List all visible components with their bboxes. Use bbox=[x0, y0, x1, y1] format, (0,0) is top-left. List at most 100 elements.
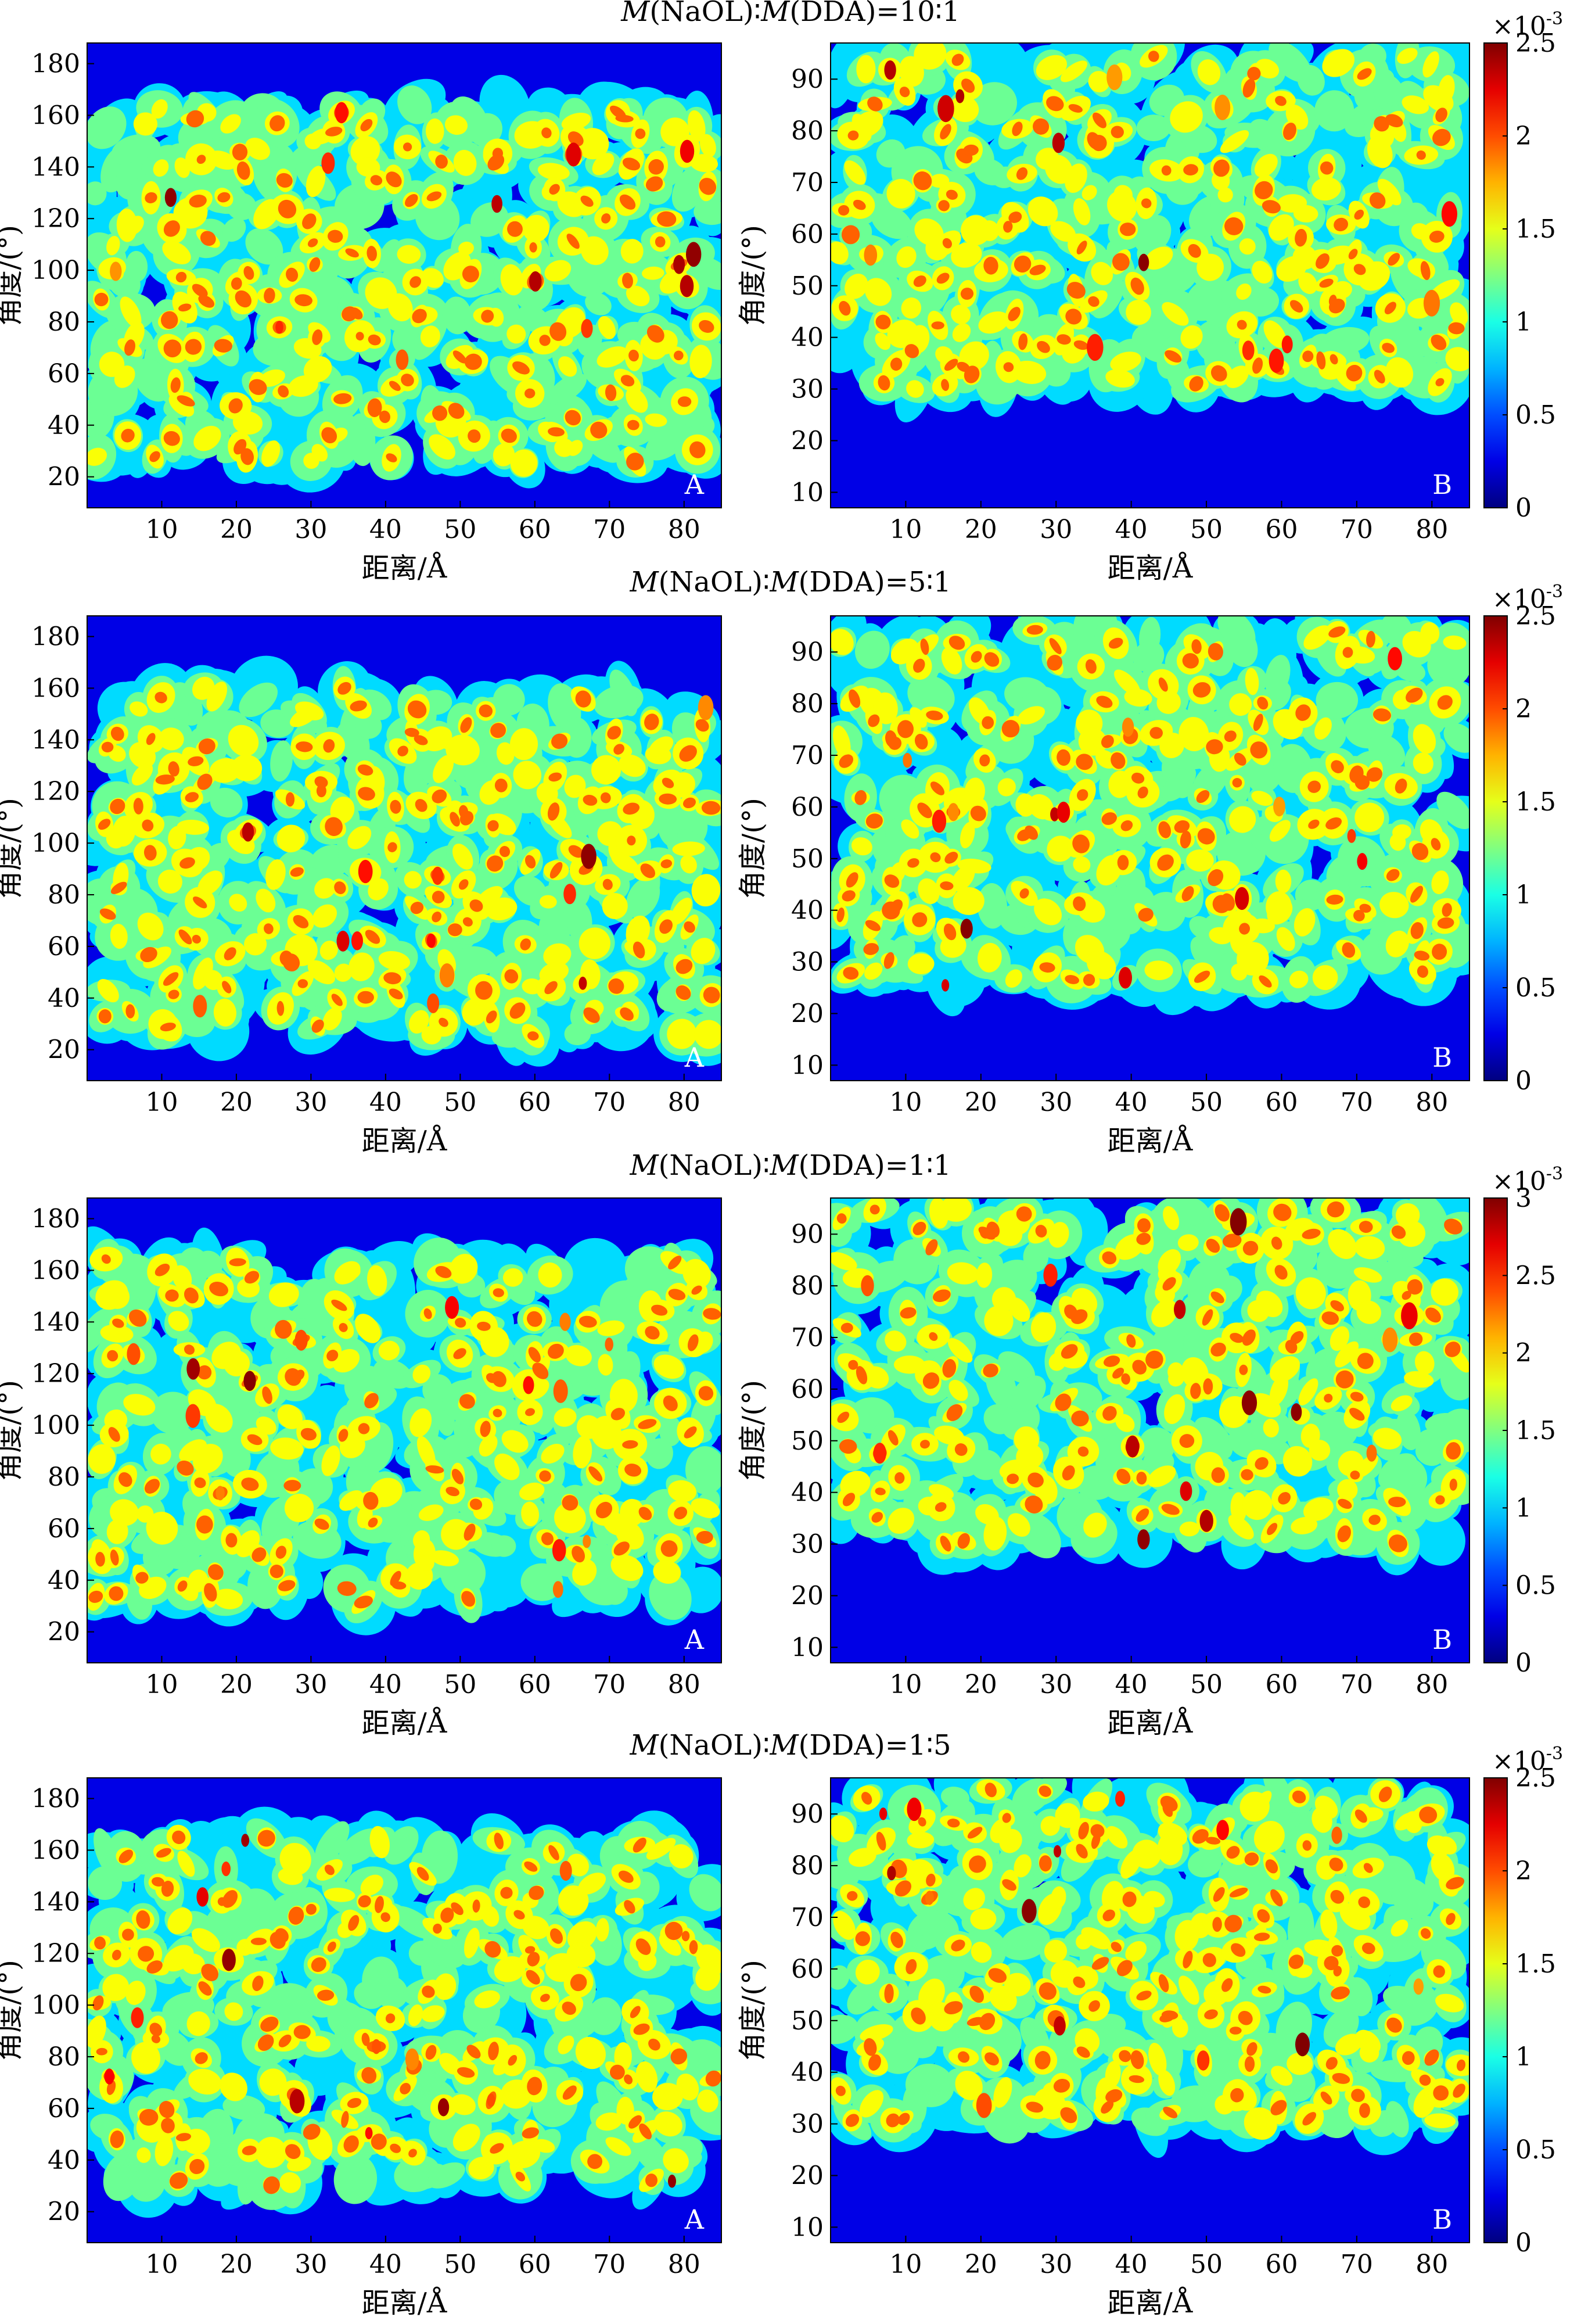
density-contour bbox=[163, 339, 182, 358]
density-contour bbox=[941, 647, 962, 675]
density-contour bbox=[591, 755, 621, 785]
y-tick-label: 50 bbox=[791, 844, 824, 874]
density-contour bbox=[904, 344, 919, 358]
density-contour bbox=[193, 896, 207, 909]
density-contour bbox=[98, 819, 111, 830]
density-peak bbox=[491, 195, 502, 213]
panel-label: B bbox=[1432, 1042, 1452, 1073]
density-contour bbox=[1316, 253, 1330, 269]
density-contour bbox=[177, 395, 195, 407]
density-contour bbox=[360, 119, 373, 131]
density-contour bbox=[1239, 923, 1251, 935]
density-contour bbox=[655, 236, 666, 248]
density-contour bbox=[244, 933, 267, 956]
density-contour bbox=[192, 934, 201, 944]
density-contour bbox=[1269, 820, 1291, 842]
density-contour bbox=[228, 398, 243, 414]
density-contour bbox=[493, 443, 515, 467]
density-contour bbox=[623, 802, 640, 815]
density-contour bbox=[1130, 277, 1144, 295]
density-contour bbox=[319, 940, 338, 960]
density-contour bbox=[432, 789, 447, 804]
density-contour bbox=[295, 1565, 324, 1599]
density-contour bbox=[694, 199, 721, 225]
density-contour bbox=[959, 341, 989, 371]
density-contour bbox=[1297, 64, 1325, 96]
density-contour bbox=[1083, 974, 1095, 986]
density-contour bbox=[680, 855, 697, 874]
density-contour bbox=[1322, 49, 1355, 77]
y-tick-label: 160 bbox=[31, 101, 80, 130]
density-contour bbox=[1410, 885, 1424, 903]
density-contour bbox=[333, 1349, 360, 1373]
density-contour bbox=[1072, 834, 1090, 853]
colorbar-gradient bbox=[1483, 615, 1508, 1081]
density-contour bbox=[635, 128, 646, 139]
density-contour bbox=[476, 886, 503, 908]
colorbar-tick-label: 0.5 bbox=[1515, 400, 1556, 430]
density-field bbox=[87, 74, 721, 493]
density-contour bbox=[549, 322, 567, 341]
x-tick-label: 10 bbox=[889, 1088, 922, 1117]
density-contour bbox=[1194, 970, 1210, 983]
density-contour bbox=[311, 444, 328, 462]
x-tick-label: 60 bbox=[1265, 1088, 1298, 1117]
density-contour bbox=[964, 365, 980, 383]
density-contour bbox=[1402, 95, 1429, 114]
density-peak bbox=[698, 695, 714, 720]
density-contour bbox=[649, 1572, 692, 1620]
density-contour bbox=[931, 321, 944, 330]
density-contour bbox=[1037, 340, 1050, 353]
density-contour bbox=[653, 1354, 684, 1379]
density-contour bbox=[1395, 779, 1407, 794]
density-contour bbox=[1068, 104, 1083, 113]
density-contour bbox=[1431, 838, 1441, 851]
density-contour bbox=[1388, 253, 1400, 266]
density-contour bbox=[513, 761, 542, 790]
density-contour bbox=[397, 85, 432, 124]
density-contour bbox=[1259, 975, 1272, 988]
density-contour bbox=[1406, 687, 1423, 703]
density-contour bbox=[486, 855, 504, 872]
density-contour bbox=[1293, 205, 1318, 223]
density-contour bbox=[186, 110, 204, 128]
density-contour bbox=[675, 985, 691, 1000]
density-contour bbox=[214, 339, 232, 353]
y-tick-label: 70 bbox=[791, 741, 824, 770]
density-contour bbox=[1255, 59, 1280, 78]
density-contour bbox=[494, 779, 508, 792]
density-contour bbox=[913, 658, 925, 673]
density-contour bbox=[178, 929, 192, 945]
x-tick-label: 80 bbox=[668, 515, 700, 544]
chart-title: M(NaOL)∶M(DDA)=1∶1 bbox=[630, 1149, 951, 1182]
density-contour bbox=[1325, 817, 1342, 830]
density-contour bbox=[1018, 706, 1045, 725]
density-contour bbox=[1120, 820, 1133, 831]
density-peak bbox=[351, 931, 363, 951]
density-contour bbox=[957, 858, 991, 874]
density-contour bbox=[367, 398, 382, 417]
plot-frame bbox=[830, 42, 1470, 508]
density-contour bbox=[948, 636, 965, 650]
density-contour bbox=[1252, 357, 1263, 374]
density-contour bbox=[1254, 153, 1278, 178]
density-peak bbox=[1347, 829, 1356, 843]
density-contour bbox=[1234, 752, 1246, 766]
density-contour bbox=[529, 242, 537, 253]
density-contour bbox=[261, 440, 281, 467]
density-contour bbox=[853, 199, 866, 210]
colorbar-tick-label: 1 bbox=[1515, 307, 1532, 337]
density-contour bbox=[125, 250, 148, 282]
density-contour bbox=[217, 192, 231, 203]
density-contour bbox=[1276, 927, 1295, 951]
density-contour bbox=[432, 911, 442, 923]
density-contour bbox=[573, 1436, 592, 1469]
x-axis-label: 距离/Å bbox=[362, 551, 448, 584]
density-contour bbox=[143, 845, 157, 861]
density-contour bbox=[875, 332, 891, 350]
density-contour bbox=[620, 375, 635, 387]
density-contour bbox=[554, 1502, 586, 1534]
density-contour bbox=[314, 878, 336, 899]
density-contour bbox=[926, 711, 943, 720]
density-contour bbox=[590, 421, 608, 439]
